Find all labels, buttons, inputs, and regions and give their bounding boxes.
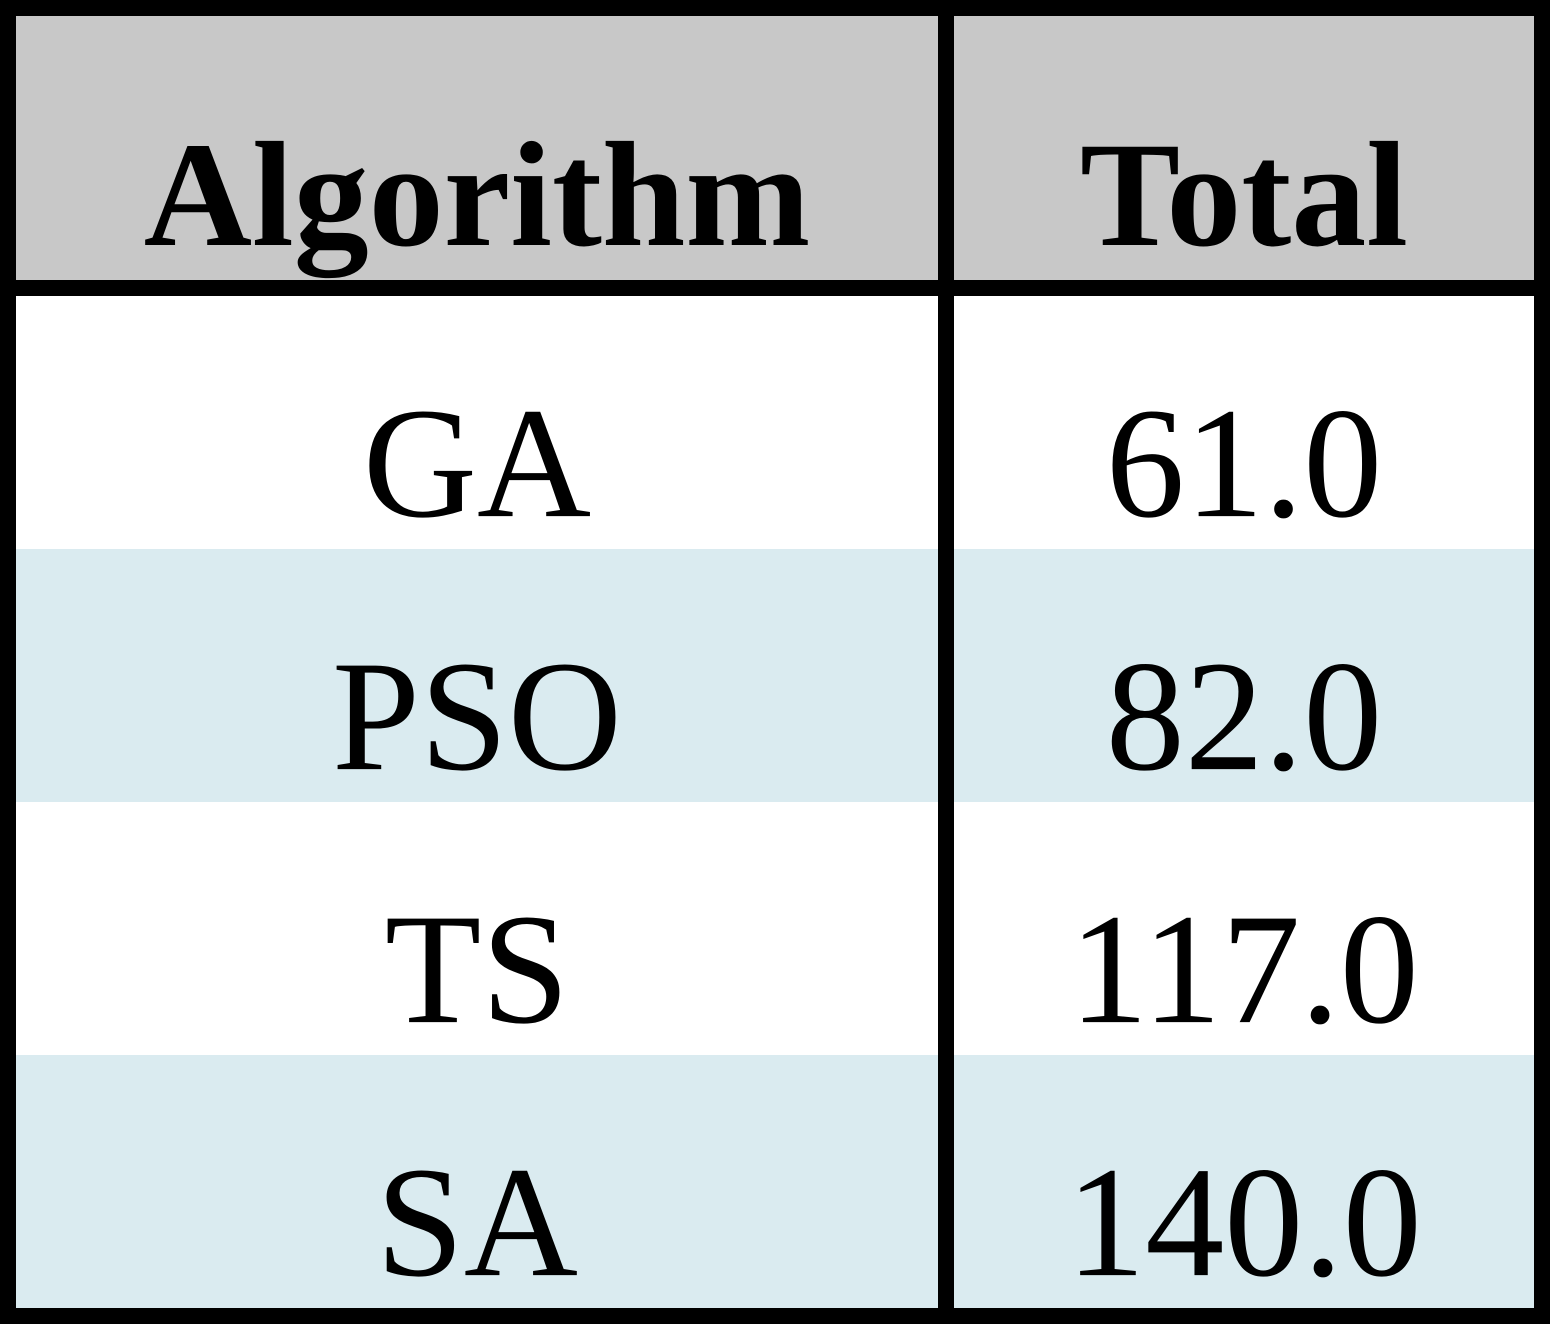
cell-text: PSO xyxy=(332,629,622,804)
header-text: Algorithm xyxy=(144,112,811,278)
table-cell xyxy=(954,296,1534,549)
cell-text: 140.0 xyxy=(1066,1135,1422,1310)
table-cell xyxy=(954,549,1534,802)
cell-text: 117.0 xyxy=(1069,882,1419,1057)
cell-text: 61.0 xyxy=(1106,376,1383,551)
header-cell xyxy=(954,16,1534,280)
table-cell xyxy=(954,1055,1534,1308)
table-cell xyxy=(16,549,938,802)
table-cell xyxy=(16,1055,938,1308)
table-cell xyxy=(954,802,1534,1055)
table-cell xyxy=(16,802,938,1055)
cell-text: 82.0 xyxy=(1106,629,1383,804)
table-cell xyxy=(16,296,938,549)
header-cell xyxy=(16,16,938,280)
cell-text: GA xyxy=(363,376,591,551)
header-text: Total xyxy=(1080,112,1408,278)
cell-text: TS xyxy=(385,882,569,1057)
cell-text: SA xyxy=(376,1135,578,1310)
